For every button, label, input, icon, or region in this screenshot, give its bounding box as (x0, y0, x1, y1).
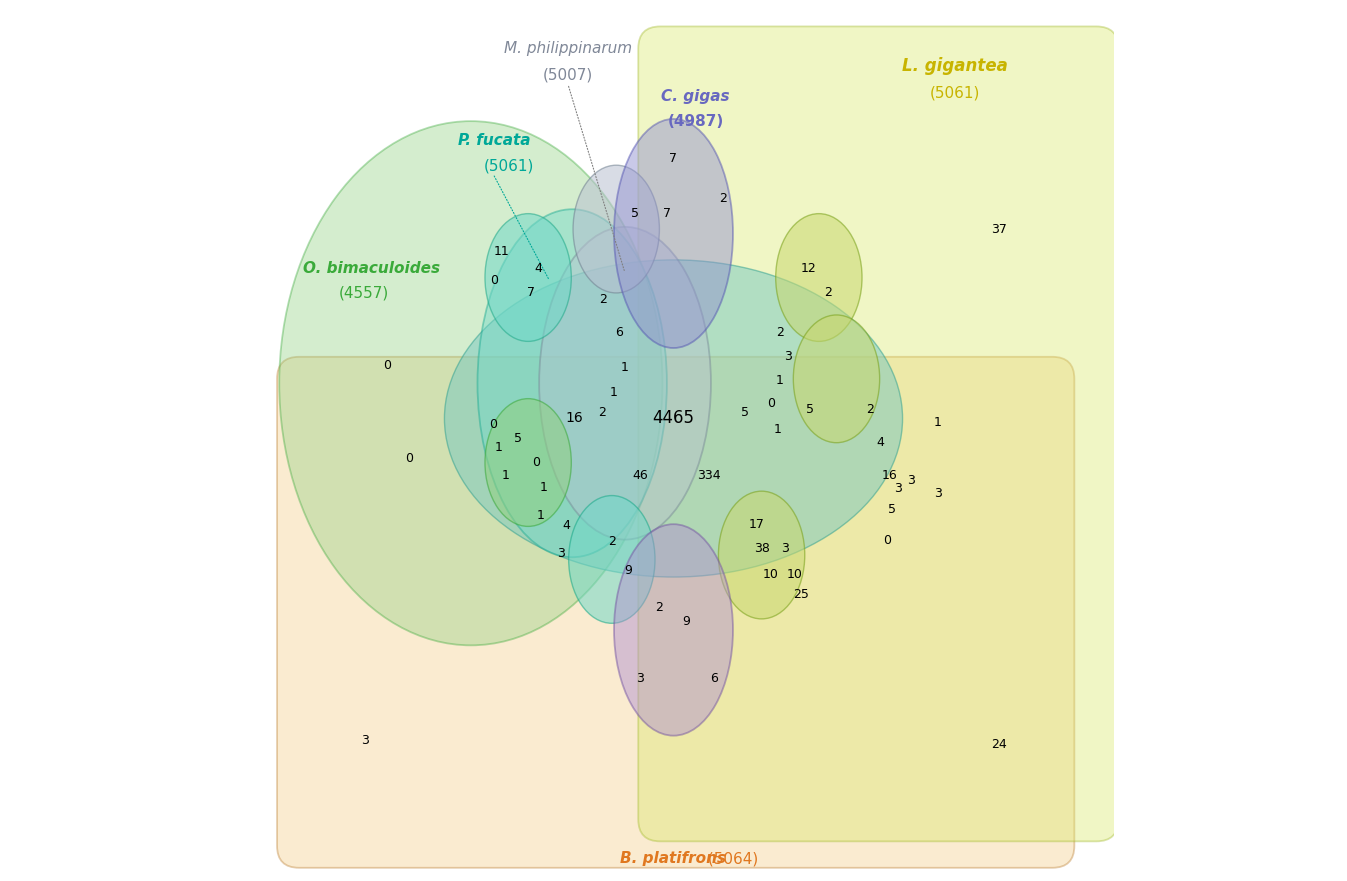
Text: (5061): (5061) (931, 85, 981, 100)
Text: 5: 5 (806, 403, 814, 416)
Text: 0: 0 (383, 359, 391, 372)
Text: 6: 6 (616, 326, 622, 338)
Text: 5: 5 (513, 433, 521, 445)
Text: 1: 1 (933, 417, 942, 429)
Text: 3: 3 (781, 543, 789, 555)
Text: 4: 4 (562, 520, 570, 532)
Text: 0: 0 (768, 397, 776, 410)
Text: P. fucata: P. fucata (458, 133, 531, 149)
Ellipse shape (539, 227, 711, 539)
Text: 3: 3 (636, 672, 644, 685)
Text: 0: 0 (490, 274, 498, 286)
Ellipse shape (793, 315, 880, 443)
Ellipse shape (776, 213, 862, 341)
Text: 7: 7 (669, 152, 678, 165)
Text: 2: 2 (866, 403, 874, 416)
Text: 16: 16 (566, 411, 583, 426)
FancyBboxPatch shape (277, 357, 1075, 868)
Text: 1: 1 (773, 423, 781, 435)
Text: 2: 2 (824, 286, 831, 299)
Text: 2: 2 (776, 326, 784, 338)
Text: L. gigantea: L. gigantea (902, 57, 1009, 75)
Text: 334: 334 (696, 470, 721, 482)
Text: 9: 9 (625, 564, 633, 576)
Text: 3: 3 (556, 547, 564, 559)
Ellipse shape (485, 213, 571, 341)
Text: 25: 25 (793, 589, 810, 601)
Text: 2: 2 (656, 602, 663, 614)
Ellipse shape (718, 492, 804, 619)
Text: 1: 1 (610, 387, 617, 399)
Text: 1: 1 (539, 481, 547, 493)
Ellipse shape (445, 260, 902, 577)
Text: 1: 1 (536, 509, 544, 522)
Text: 1: 1 (621, 361, 629, 374)
Text: M. philippinarum: M. philippinarum (504, 41, 632, 56)
Text: 0: 0 (405, 452, 414, 464)
Text: 3: 3 (894, 483, 902, 495)
Text: (5061): (5061) (484, 158, 535, 174)
Text: 0: 0 (532, 456, 540, 469)
Text: 16: 16 (881, 470, 897, 482)
Text: O. bimaculoides: O. bimaculoides (303, 261, 440, 277)
Text: (4987): (4987) (667, 114, 723, 130)
Ellipse shape (279, 121, 663, 645)
Text: 2: 2 (607, 536, 616, 548)
Text: 37: 37 (991, 223, 1008, 235)
Text: 17: 17 (749, 518, 764, 530)
Text: 9: 9 (682, 615, 690, 627)
Ellipse shape (614, 119, 733, 348)
Text: 0: 0 (882, 534, 890, 546)
Text: 4465: 4465 (652, 410, 695, 427)
Text: 0: 0 (489, 418, 497, 431)
Text: 3: 3 (361, 734, 369, 746)
Ellipse shape (572, 166, 660, 292)
Text: 38: 38 (754, 543, 769, 555)
Text: 5: 5 (888, 503, 896, 515)
Text: C. gigas: C. gigas (661, 89, 730, 105)
Text: 3: 3 (908, 474, 916, 486)
Text: (4557): (4557) (338, 285, 389, 301)
Text: 7: 7 (663, 207, 671, 219)
Text: 1: 1 (501, 470, 509, 482)
Text: 7: 7 (527, 286, 535, 299)
Text: 2: 2 (599, 293, 607, 306)
Text: 5: 5 (741, 406, 749, 418)
Text: 3: 3 (784, 351, 792, 363)
Text: 2: 2 (598, 406, 606, 418)
Text: 6: 6 (710, 672, 718, 685)
Text: 1: 1 (776, 374, 784, 387)
Text: 4: 4 (535, 263, 543, 275)
Text: B. platifrons: B. platifrons (621, 851, 726, 867)
Ellipse shape (477, 210, 667, 558)
Ellipse shape (568, 495, 655, 624)
Text: 5: 5 (630, 207, 638, 219)
Text: 11: 11 (494, 245, 509, 257)
Text: 2: 2 (719, 192, 727, 204)
Text: 12: 12 (800, 263, 816, 275)
Text: 10: 10 (762, 568, 779, 581)
Text: 4: 4 (877, 436, 885, 448)
Text: 1: 1 (496, 441, 502, 454)
Text: 10: 10 (787, 568, 801, 581)
Text: 46: 46 (632, 470, 648, 482)
Text: 24: 24 (991, 738, 1008, 751)
Ellipse shape (614, 524, 733, 736)
Text: 3: 3 (933, 487, 942, 500)
FancyBboxPatch shape (638, 26, 1118, 841)
Text: (5064): (5064) (703, 851, 758, 867)
Ellipse shape (485, 398, 571, 527)
Text: (5007): (5007) (543, 67, 593, 83)
